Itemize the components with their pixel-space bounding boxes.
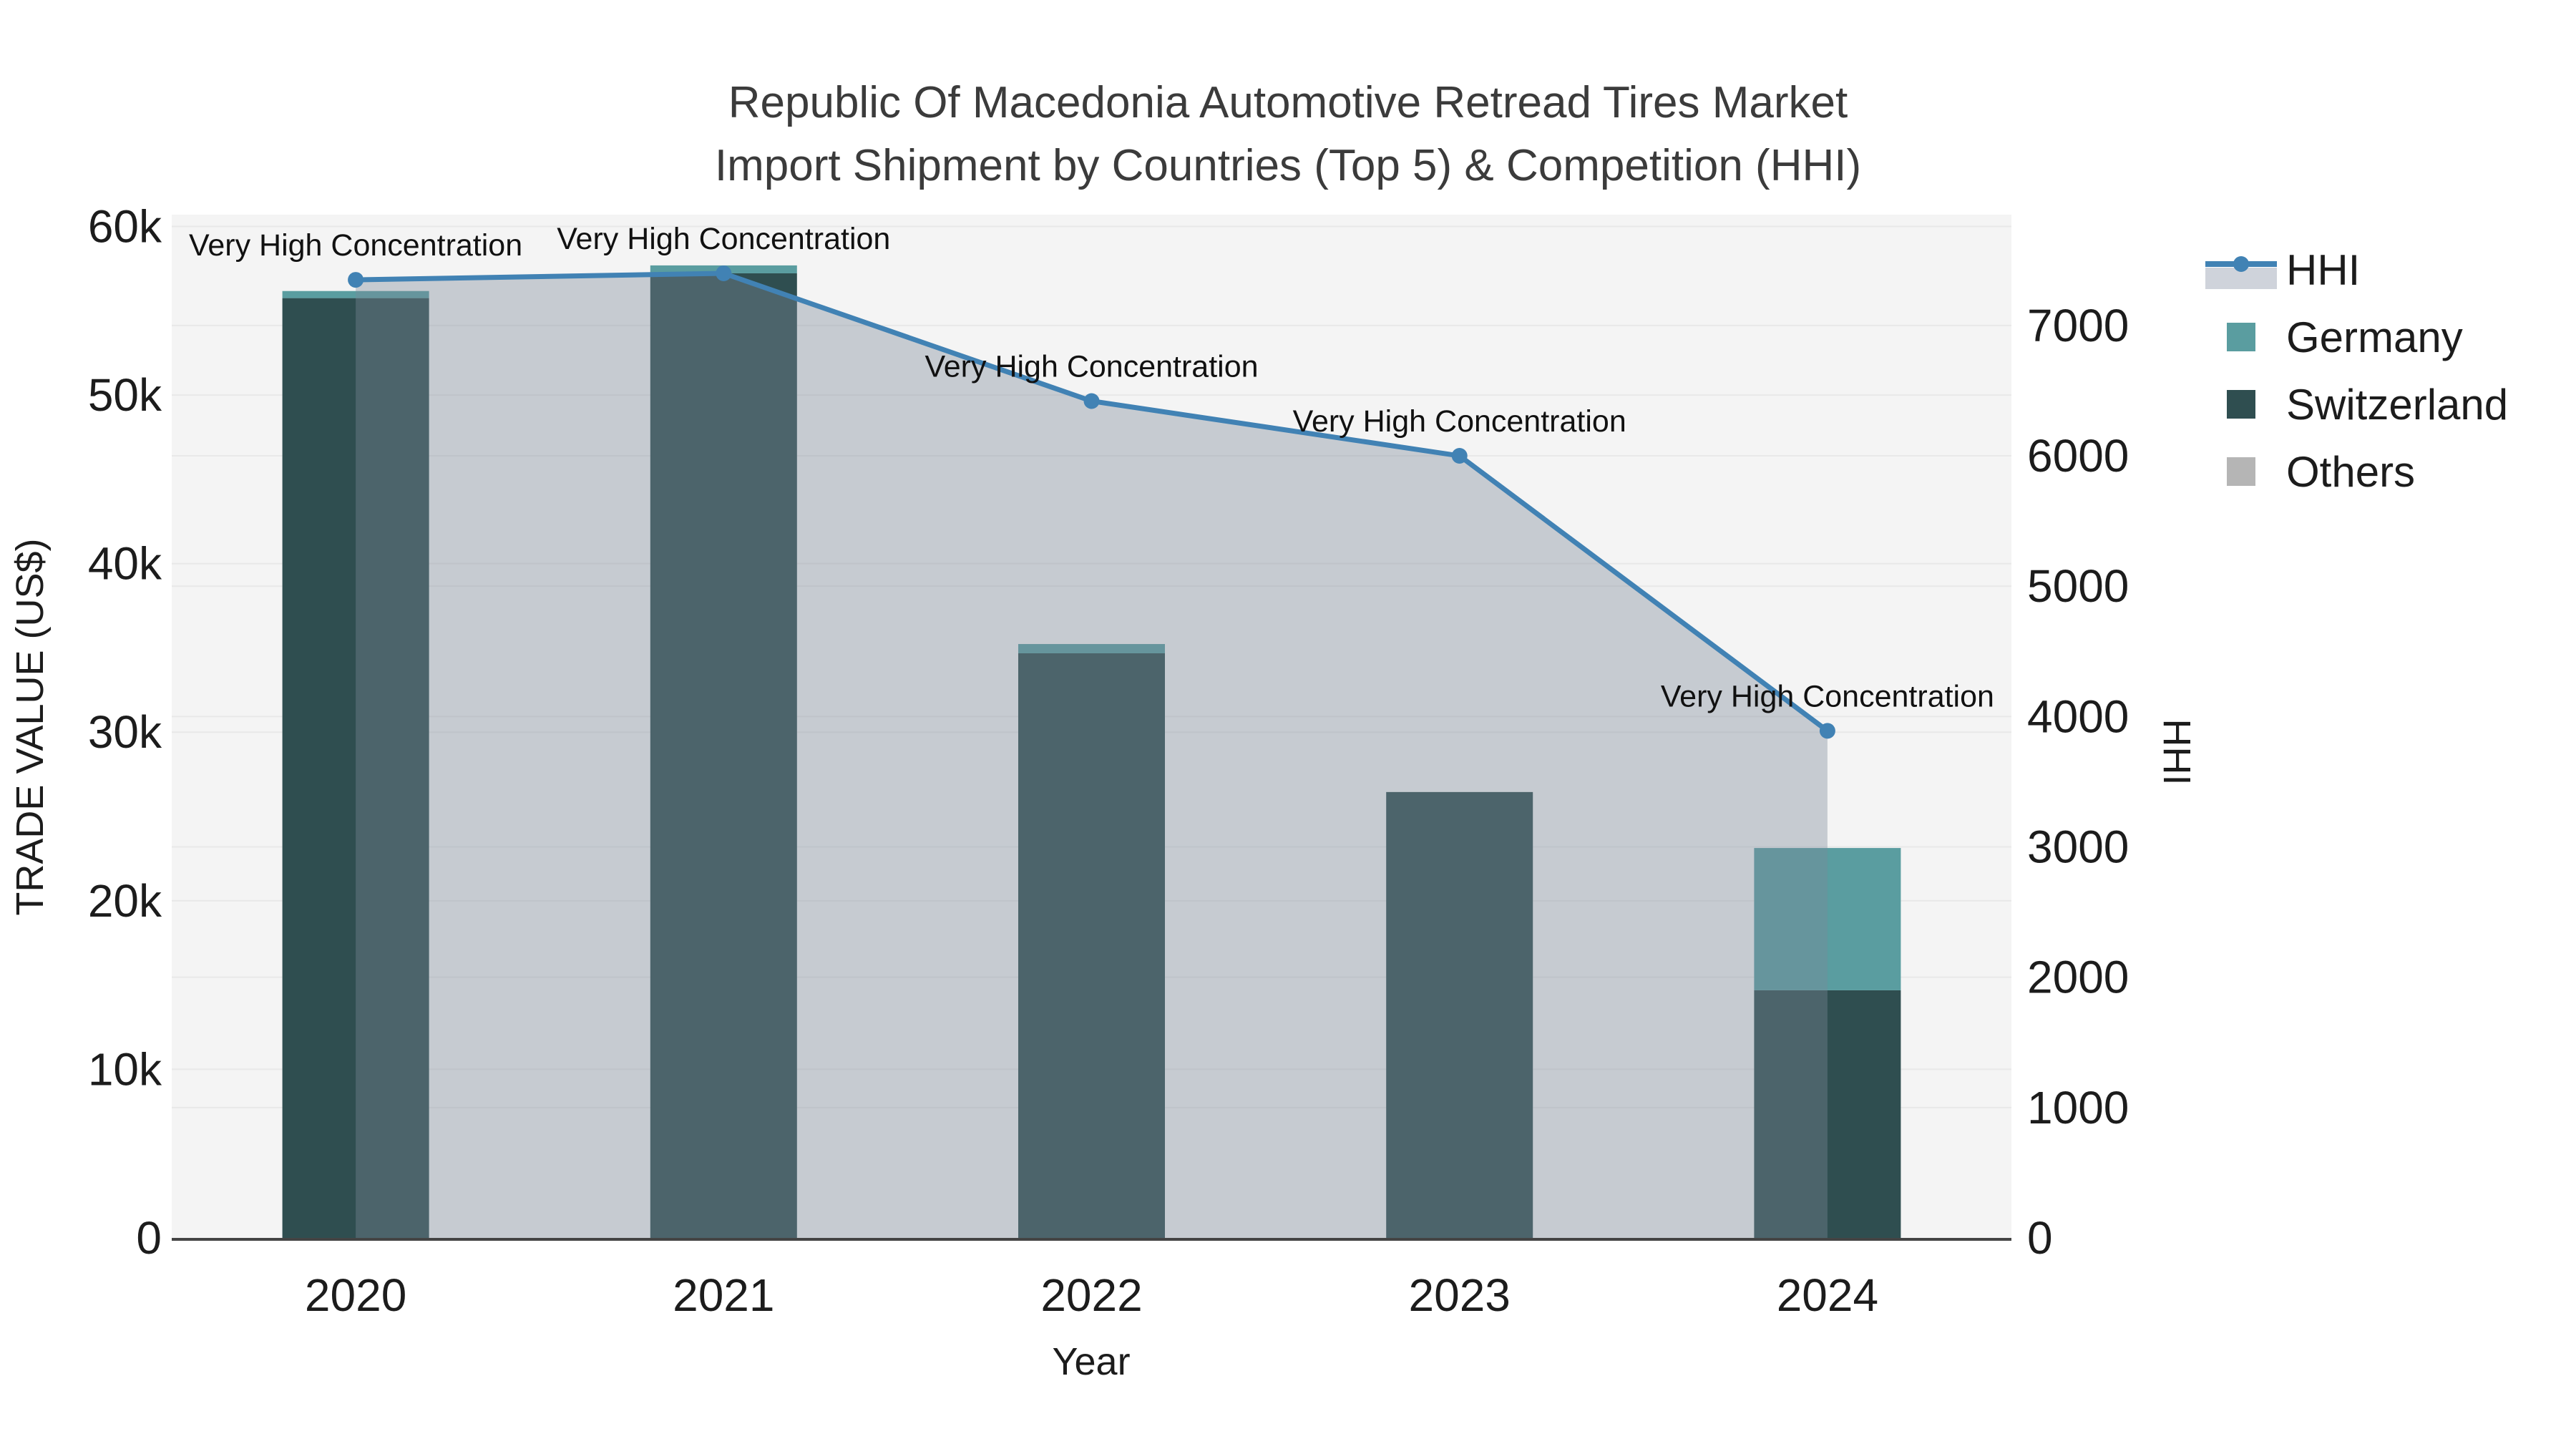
y-right-tick-5000: 5000: [2027, 560, 2129, 612]
bar-switzerland-2023[interactable]: [1386, 791, 1533, 1238]
legend-item-switzerland[interactable]: Switzerland: [2205, 371, 2508, 438]
y-left-tick-50k: 50k: [88, 369, 162, 421]
legend-label-hhi: HHI: [2286, 245, 2361, 294]
x-tick-2022: 2022: [1040, 1269, 1142, 1321]
hhi-marker-2022[interactable]: [1083, 393, 1100, 409]
x-tick-2021: 2021: [673, 1269, 774, 1321]
y-right-tick-1000: 1000: [2027, 1082, 2129, 1133]
x-tick-2020: 2020: [305, 1269, 406, 1321]
y-right-tick-2000: 2000: [2027, 952, 2129, 1003]
y-right-tick-0: 0: [2027, 1212, 2053, 1264]
y-axis-right-title: HHI: [2155, 718, 2198, 786]
chart-title: Republic Of Macedonia Automotive Retread…: [0, 72, 2576, 197]
chart-title-line1: Republic Of Macedonia Automotive Retread…: [728, 78, 1848, 127]
y-left-tick-30k: 30k: [88, 706, 162, 758]
legend-label-germany: Germany: [2286, 313, 2463, 361]
y-right-tick-7000: 7000: [2027, 300, 2129, 351]
x-tick-2024: 2024: [1777, 1269, 1878, 1321]
legend-item-others[interactable]: Others: [2205, 438, 2508, 505]
hhi-marker-2023[interactable]: [1451, 448, 1468, 464]
y-left-tick-10k: 10k: [88, 1043, 162, 1095]
hhi-line-swatch-icon: [2205, 249, 2277, 291]
y-left-tick-40k: 40k: [88, 538, 162, 590]
legend: HHI Germany Switzerland Others: [2205, 236, 2508, 505]
y-right-tick-3000: 3000: [2027, 821, 2129, 873]
others-color-swatch-icon: [2205, 457, 2277, 486]
legend-item-hhi[interactable]: HHI: [2205, 236, 2508, 303]
legend-label-switzerland: Switzerland: [2286, 380, 2509, 429]
switzerland-color-swatch-icon: [2205, 390, 2277, 419]
annotation-2021: Very High Concentration: [557, 222, 890, 256]
bar-germany-2020[interactable]: [282, 291, 429, 298]
y-axis-left-title: TRADE VALUE (US$): [9, 538, 52, 916]
y-left-tick-60k: 60k: [88, 200, 162, 252]
annotation-2024: Very High Concentration: [1661, 679, 1994, 713]
y-right-tick-4000: 4000: [2027, 691, 2129, 742]
annotation-2023: Very High Concentration: [1293, 404, 1626, 439]
x-axis-title: Year: [1052, 1340, 1131, 1383]
hhi-marker-2021[interactable]: [716, 265, 732, 281]
bar-switzerland-2021[interactable]: [650, 273, 797, 1238]
legend-label-others: Others: [2286, 447, 2416, 496]
legend-item-germany[interactable]: Germany: [2205, 303, 2508, 371]
hhi-area-fill: [356, 273, 1828, 1239]
y-left-tick-20k: 20k: [88, 875, 162, 927]
x-tick-2023: 2023: [1409, 1269, 1511, 1321]
germany-color-swatch-icon: [2205, 323, 2277, 351]
chart-title-line2: Import Shipment by Countries (Top 5) & C…: [714, 141, 1862, 190]
y-left-tick-0: 0: [136, 1212, 162, 1264]
annotation-2022: Very High Concentration: [924, 349, 1258, 384]
bar-switzerland-2024[interactable]: [1754, 990, 1901, 1238]
annotation-2020: Very High Concentration: [189, 228, 522, 263]
bar-switzerland-2022[interactable]: [1018, 653, 1165, 1238]
hhi-marker-2020[interactable]: [348, 272, 364, 288]
bar-germany-2024[interactable]: [1754, 848, 1901, 990]
bar-germany-2022[interactable]: [1018, 644, 1165, 653]
bar-switzerland-2020[interactable]: [282, 298, 429, 1238]
hhi-marker-2024[interactable]: [1819, 723, 1835, 739]
y-right-tick-6000: 6000: [2027, 430, 2129, 482]
